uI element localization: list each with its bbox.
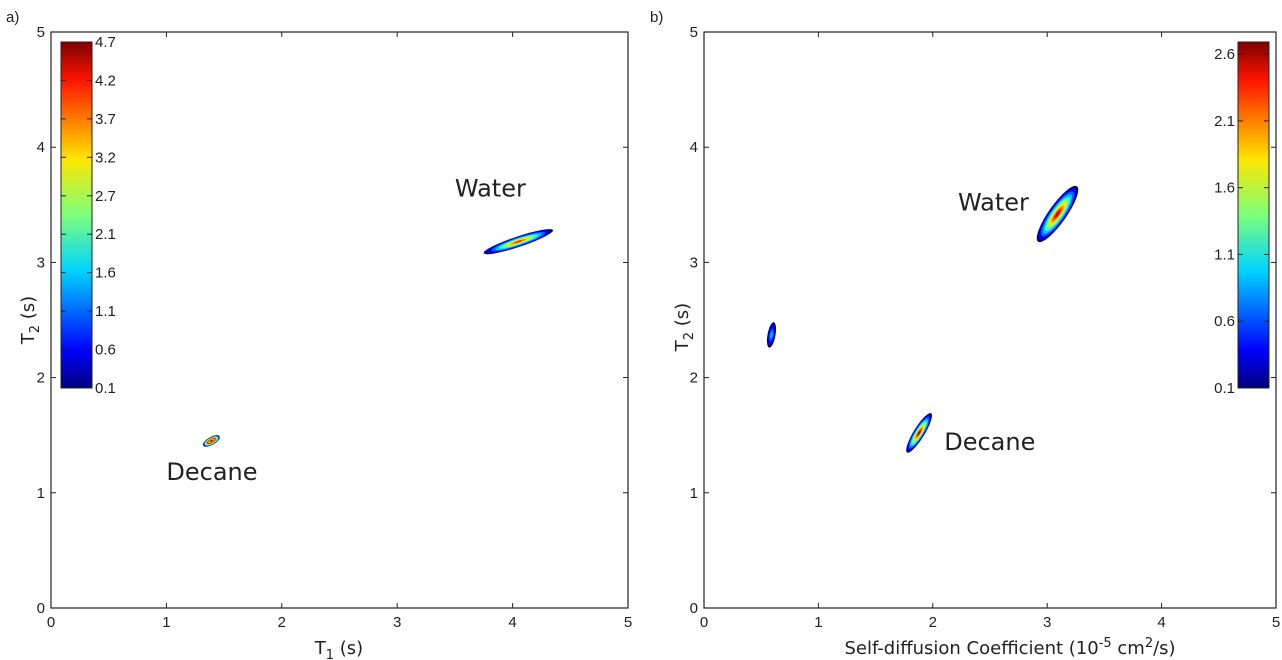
panel-b-y-tick-label: 1 <box>690 485 698 502</box>
panel-a-x-tick-label: 0 <box>47 614 55 631</box>
panel-a-y-axis-label: T2 (s) <box>18 296 43 345</box>
panel-a-y-tick-label: 0 <box>37 600 45 617</box>
panel-a-colorbar-label: 1.1 <box>95 303 116 320</box>
panel-b: b) 0 1 2 3 4 5 0 1 2 3 4 5 Water Decane … <box>650 9 1280 659</box>
panel-b-x-label-main: Self-diffusion Coefficient (10 <box>844 638 1098 659</box>
panel-a-x-tick-label: 2 <box>278 614 286 631</box>
panel-a-colorbar-label: 2.1 <box>95 226 116 243</box>
panel-b-x-tick-label: 4 <box>1157 614 1165 631</box>
water-annotation: Water <box>958 189 1029 217</box>
panel-a-y-tick-label: 3 <box>37 254 45 271</box>
panel-b-x-tick-label: 3 <box>1043 614 1051 631</box>
panel-a-colorbar-label: 0.6 <box>95 342 116 359</box>
panel-a-x-axis-label: T1 (s) <box>314 638 363 660</box>
panel-b-colorbar-label: 2.1 <box>1214 113 1235 130</box>
panel-a-y-label-rest: (s) <box>18 296 39 325</box>
panel-b-y-tick-label: 4 <box>690 139 698 156</box>
panel-b-y-tick-label: 5 <box>690 24 698 41</box>
panel-a-y-tick-label: 1 <box>37 485 45 502</box>
panel-b-colorbar-gradient <box>1238 42 1269 388</box>
panel-a-label: a) <box>6 9 19 26</box>
panel-b-x-tick-labels: 0 1 2 3 4 5 <box>700 614 1280 631</box>
panel-b-colorbar-label: 2.6 <box>1214 46 1235 63</box>
panel-a-x-tick-label: 4 <box>508 614 516 631</box>
panel-a-colorbar-label: 0.1 <box>95 380 116 397</box>
panel-a-y-label-sub: 2 <box>28 325 43 333</box>
decane-annotation: Decane <box>944 428 1035 456</box>
panel-b-colorbar-label: 1.6 <box>1214 180 1235 197</box>
panel-b-x-tick-label: 5 <box>1272 614 1280 631</box>
panel-a-x-tick-label: 5 <box>624 614 632 631</box>
panel-a-colorbar-label: 1.6 <box>95 265 116 282</box>
panel-b-label: b) <box>650 9 663 26</box>
panel-b-y-tick-label: 0 <box>690 600 698 617</box>
panel-a-colorbar-label: 4.7 <box>95 34 116 51</box>
panel-b-y-label-rest: (s) <box>672 303 693 332</box>
panel-b-x-label-sup2: 2 <box>1145 636 1153 651</box>
panel-a-colorbar-label: 2.7 <box>95 188 116 205</box>
panel-a-x-tick-label: 3 <box>393 614 401 631</box>
panel-a-y-tick-label: 4 <box>37 139 45 156</box>
panel-a-x-tick-label: 1 <box>162 614 170 631</box>
panel-b-x-label-rest: /s) <box>1153 638 1175 659</box>
panel-b-x-axis-label: Self-diffusion Coefficient (10-5 cm2/s) <box>844 636 1175 659</box>
panel-a-x-tick-labels: 0 1 2 3 4 5 <box>47 614 632 631</box>
panel-a-x-label-sub: 1 <box>326 648 334 660</box>
water-annotation: Water <box>455 175 526 203</box>
panel-b-x-label-mid: cm <box>1112 638 1145 659</box>
panel-a-colorbar-label: 3.2 <box>95 149 116 166</box>
panel-b-x-label-sup1: -5 <box>1099 636 1112 651</box>
panel-a-x-label-rest: (s) <box>334 638 363 659</box>
panel-a-y-tick-label: 2 <box>37 370 45 387</box>
panel-b-y-tick-label: 3 <box>690 254 698 271</box>
panel-b-x-tick-label: 1 <box>814 614 822 631</box>
panel-b-y-tick-label: 2 <box>690 370 698 387</box>
panel-a-colorbar-label: 3.7 <box>95 111 116 128</box>
panel-b-x-tick-label: 0 <box>700 614 708 631</box>
panel-b-colorbar-label: 1.1 <box>1214 246 1235 263</box>
panel-a-plot-frame <box>51 32 628 608</box>
panel-b-x-tick-label: 2 <box>929 614 937 631</box>
panel-a-colorbar-gradient <box>61 42 92 388</box>
panel-a: a) 0 1 2 3 4 5 0 1 2 3 4 5 Water Decane … <box>6 9 632 660</box>
panel-b-colorbar-label: 0.6 <box>1214 313 1235 330</box>
decane-annotation: Decane <box>166 458 257 486</box>
panel-b-plot-frame <box>704 32 1276 608</box>
panel-b-colorbar-label: 0.1 <box>1214 380 1235 397</box>
panel-b-y-axis-label: T2 (s) <box>672 303 697 352</box>
panel-a-y-tick-label: 5 <box>37 24 45 41</box>
panel-b-y-label-sub: 2 <box>682 332 697 340</box>
panel-a-colorbar-label: 4.2 <box>95 72 116 89</box>
